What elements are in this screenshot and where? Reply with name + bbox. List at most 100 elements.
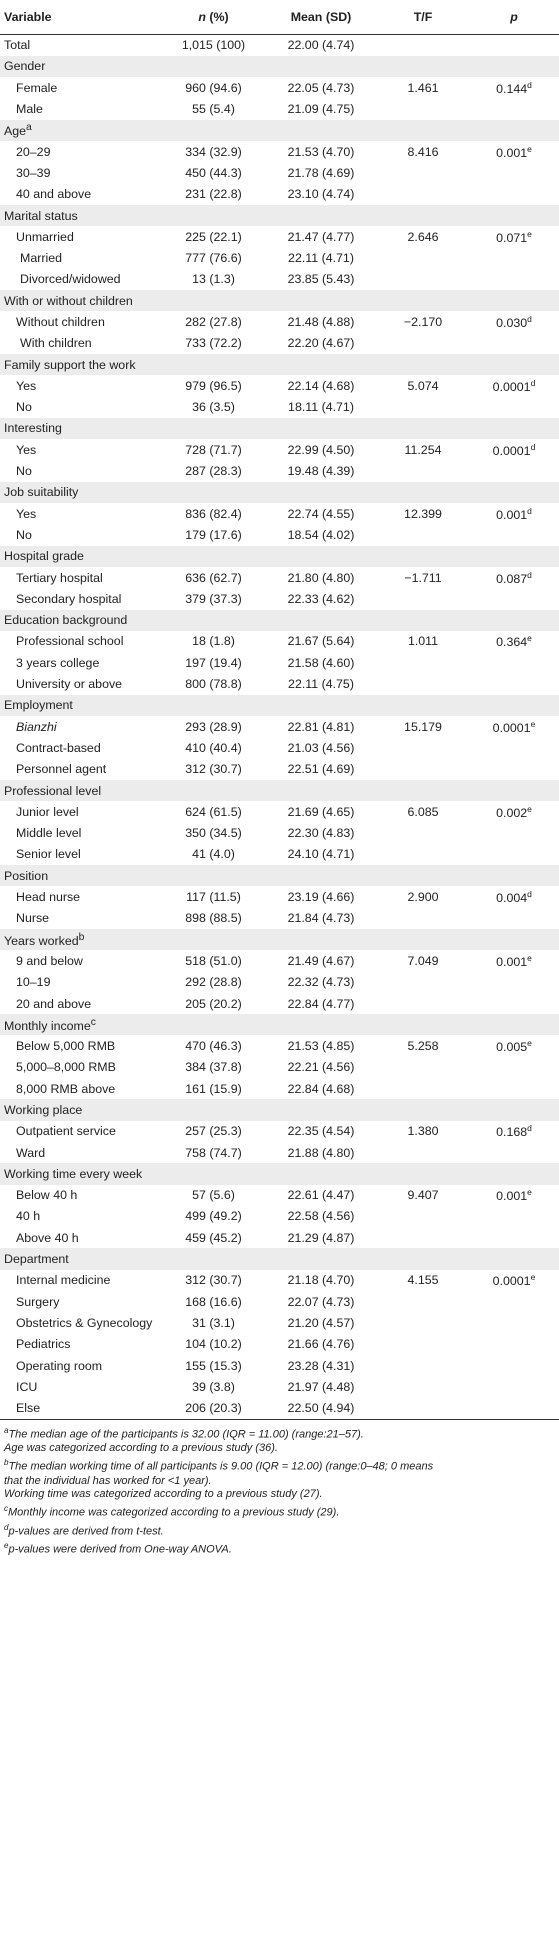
table-row: Yes 836 (82.4) 22.74 (4.55) 12.399 0.001d: [0, 503, 559, 524]
cell-mean: 22.07 (4.73): [287, 1294, 355, 1309]
cell-variable: Secondary hospital: [16, 591, 122, 606]
footnote-marker: b: [4, 1458, 9, 1468]
cell-variable: Professional level: [0, 779, 162, 802]
cell-n: 499 (49.2): [185, 1209, 242, 1224]
table-row: 40 h 499 (49.2) 22.58 (4.56): [0, 1206, 559, 1227]
cell-tf: [377, 460, 469, 481]
cell-variable: Professional school: [16, 634, 124, 649]
cell-n: 225 (22.1): [185, 229, 242, 244]
cell-mean: 22.50 (4.94): [287, 1401, 355, 1416]
cell-mean: 22.30 (4.83): [287, 826, 355, 841]
cell-variable: 40 and above: [16, 187, 92, 202]
cell-p: 0.364e: [496, 633, 532, 650]
cell-p: [469, 673, 559, 694]
footnote-marker: e: [527, 803, 532, 814]
cell-n: 1,015 (100): [162, 34, 265, 56]
table-header-row: Variable n (%) Mean (SD) T/F p: [0, 0, 559, 35]
cell-variable: 9 and below: [16, 953, 83, 968]
cell-tf: 1.011: [407, 634, 439, 649]
cell-variable: Else: [16, 1401, 41, 1416]
cell-p: [469, 844, 559, 865]
cell-variable: Family support the work: [0, 353, 162, 376]
cell-tf: 9.407: [407, 1188, 439, 1203]
cell-tf: [377, 737, 469, 758]
cell-mean: [265, 290, 377, 312]
cell-n: 470 (46.3): [185, 1039, 242, 1054]
cell-mean: 21.29 (4.87): [287, 1230, 355, 1245]
footnote-text: The median age of the participants is 32…: [8, 1428, 364, 1441]
table-row: Outpatient service 257 (25.3) 22.35 (4.54)…: [0, 1121, 559, 1142]
cell-variable: Yes: [16, 442, 37, 457]
cell-tf: [377, 1078, 469, 1099]
cell-p: [469, 1312, 559, 1333]
cell-p: [469, 481, 559, 504]
cell-variable: Personnel agent: [16, 762, 107, 777]
table-group-row: Marital status: [0, 204, 559, 227]
cell-mean: 21.20 (4.57): [287, 1315, 355, 1330]
table-row: Surgery 168 (16.6) 22.07 (4.73): [0, 1291, 559, 1312]
cell-tf: [377, 652, 469, 673]
table-group-row: Hospital grade: [0, 545, 559, 567]
cell-mean: 22.74 (4.55): [287, 506, 355, 521]
cell-p: 0.002e: [496, 803, 532, 820]
cell-mean: 21.78 (4.69): [287, 165, 355, 180]
cell-p: 0.0001e: [492, 718, 536, 735]
cell-n: [162, 1248, 265, 1270]
cell-mean: [265, 609, 377, 631]
cell-mean: [265, 119, 377, 141]
header-n-symbol: n: [198, 10, 206, 24]
cell-p: [469, 1014, 559, 1036]
cell-variable: No: [16, 464, 32, 479]
table-group-row: Education background: [0, 609, 559, 631]
cell-tf: [377, 162, 469, 183]
cell-variable: Bianzhi: [16, 719, 57, 734]
footnote-marker: d: [530, 377, 536, 388]
cell-variable: Job suitability: [0, 481, 162, 504]
cell-mean: 21.67 (5.64): [287, 634, 355, 649]
footnote-marker: d: [4, 1522, 9, 1532]
cell-variable: ICU: [16, 1379, 38, 1394]
cell-mean: 18.54 (4.02): [287, 527, 355, 542]
cell-mean: 22.35 (4.54): [287, 1124, 355, 1139]
cell-variable: No: [16, 400, 32, 415]
table-group-row: Position: [0, 865, 559, 887]
cell-p: 0.0001e: [492, 1272, 536, 1289]
table-container: Variable n (%) Mean (SD) T/F p Total 1,01…: [0, 0, 559, 1556]
header-tf: T/F: [377, 0, 469, 35]
table-row: Ward 758 (74.7) 21.88 (4.80): [0, 1142, 559, 1163]
table-group-row: Employment: [0, 694, 559, 716]
cell-p: [469, 1334, 559, 1355]
cell-variable: Hospital grade: [0, 545, 162, 567]
cell-p: [469, 545, 559, 567]
footnote-line: cMonthly income was categorized accordin…: [4, 1502, 555, 1520]
cell-n: 179 (17.6): [185, 527, 242, 542]
footnote-marker: d: [527, 313, 532, 324]
cell-tf: [377, 1099, 469, 1121]
cell-variable: Married: [20, 251, 62, 266]
footnote-text: Monthly income was categorized according…: [8, 1506, 340, 1519]
cell-n: 777 (76.6): [185, 251, 242, 266]
footnote-marker: d: [527, 505, 532, 516]
table-row: Yes 728 (71.7) 22.99 (4.50) 11.254 0.0001d: [0, 439, 559, 460]
table-row: Middle level 350 (34.5) 22.30 (4.83): [0, 822, 559, 843]
cell-mean: 21.53 (4.85): [287, 1039, 355, 1054]
cell-p: 0.001e: [496, 143, 532, 160]
cell-tf: [377, 588, 469, 609]
cell-mean: 21.58 (4.60): [287, 655, 355, 670]
table-group-row: Job suitability: [0, 481, 559, 504]
table-row: Else 206 (20.3) 22.50 (4.94): [0, 1398, 559, 1419]
cell-p: 0.087d: [496, 569, 532, 586]
cell-tf: 1.380: [407, 1124, 439, 1139]
cell-n: 636 (62.7): [185, 570, 242, 585]
cell-tf: [377, 759, 469, 780]
cell-n: 334 (32.9): [185, 144, 242, 159]
cell-p: 0.030d: [496, 313, 532, 331]
cell-tf: [377, 1291, 469, 1312]
cell-p: 0.001d: [496, 505, 532, 522]
table-row: No 179 (17.6) 18.54 (4.02): [0, 524, 559, 545]
cell-variable: Internal medicine: [16, 1273, 111, 1288]
cell-n: 410 (40.4): [185, 740, 242, 755]
footnote-marker: e: [4, 1541, 9, 1550]
cell-n: 206 (20.3): [185, 1401, 242, 1416]
cell-variable: Pediatrics: [16, 1337, 71, 1352]
